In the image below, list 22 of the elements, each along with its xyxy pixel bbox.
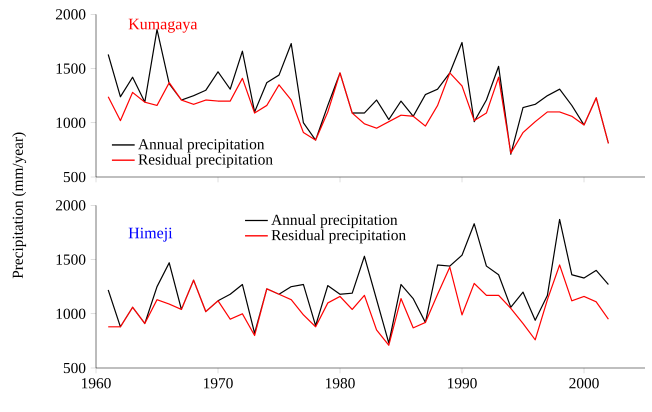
legend-label: Annual precipitation [138,138,264,152]
line-series [108,72,610,154]
x-tick-label: 1990 [448,378,477,388]
y-tick-label: 500 [64,362,86,374]
y-tick-label: 1500 [56,254,86,265]
y-tick-label: 1500 [56,63,86,74]
y-tick-label: 2000 [56,9,86,20]
y-tick-label: 1000 [56,308,86,319]
x-tick-label: 1960 [82,378,111,388]
x-tick-label: 1970 [204,378,233,388]
y-tick-label: 1000 [56,118,86,128]
legend-label: Residual precipitation [138,154,273,168]
y-tick-label: 2000 [56,200,86,211]
line-series [108,264,610,346]
text: Himeji [128,228,172,242]
y-tick-label: 500 [64,172,86,182]
chart-title: Kumagaya [128,18,198,33]
x-tick-label: 1980 [326,378,355,388]
y-axis-title: Precipitation (mm/year) [12,132,26,278]
legend-label: Annual precipitation [271,214,398,228]
legend-label: Residual precipitation [272,229,406,244]
x-tick-label: 2000 [569,378,599,388]
